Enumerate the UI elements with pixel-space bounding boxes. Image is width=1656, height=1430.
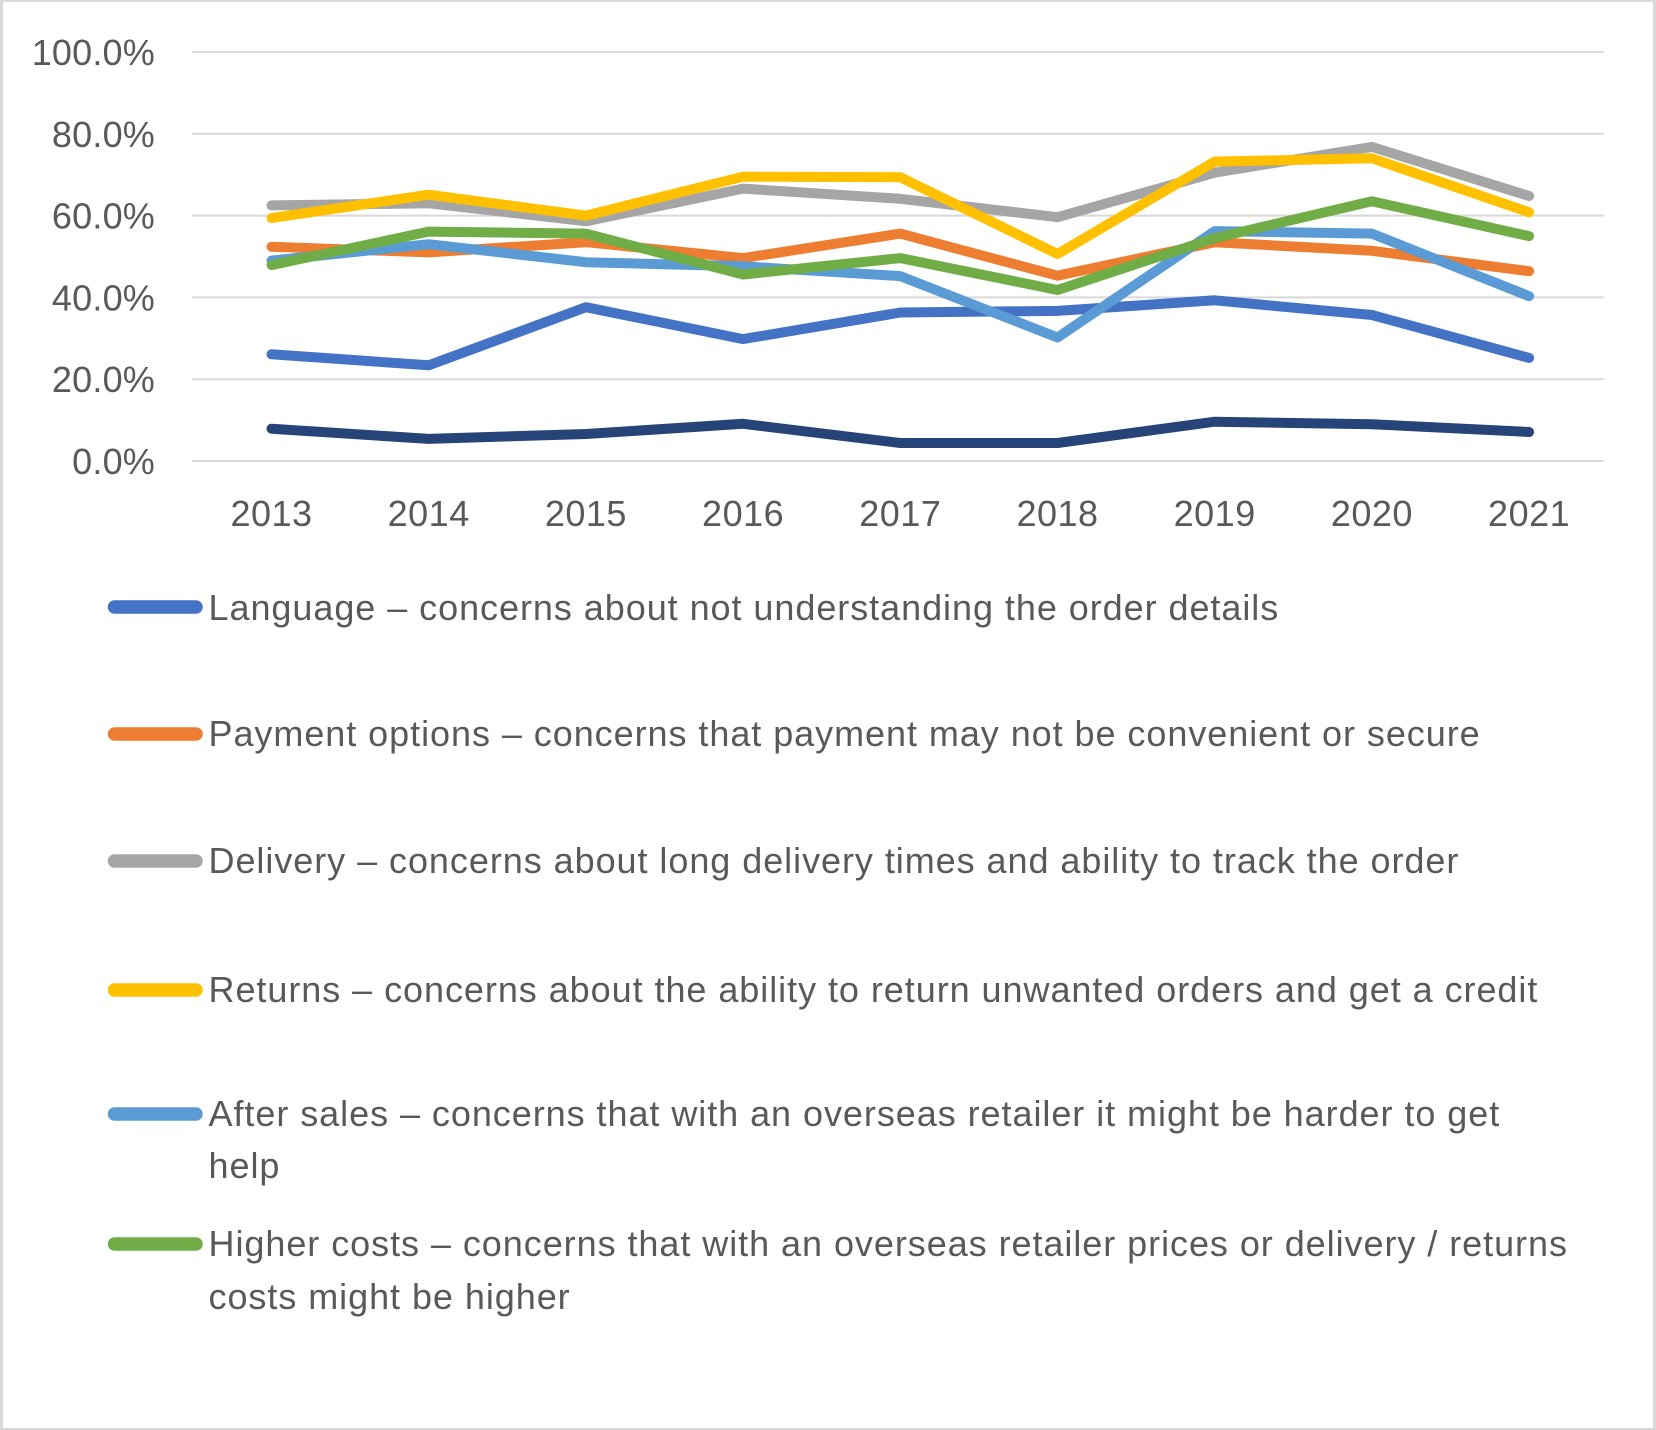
svg-text:2021: 2021 — [1488, 493, 1570, 534]
svg-text:2014: 2014 — [388, 493, 470, 534]
svg-text:Language – concerns about not: Language – concerns about not understand… — [209, 587, 1280, 628]
svg-text:2017: 2017 — [859, 493, 941, 534]
svg-text:80.0%: 80.0% — [52, 114, 155, 155]
svg-text:Higher costs – concerns that w: Higher costs – concerns that with an ove… — [209, 1223, 1568, 1264]
svg-text:40.0%: 40.0% — [52, 277, 155, 318]
svg-text:2020: 2020 — [1331, 493, 1413, 534]
svg-text:Payment options – concerns tha: Payment options – concerns that payment … — [209, 713, 1481, 754]
svg-text:20.0%: 20.0% — [52, 359, 155, 400]
svg-text:2019: 2019 — [1174, 493, 1256, 534]
svg-text:2018: 2018 — [1016, 493, 1098, 534]
svg-text:costs might be higher: costs might be higher — [209, 1276, 571, 1317]
svg-text:2015: 2015 — [545, 493, 627, 534]
svg-text:100.0%: 100.0% — [32, 32, 155, 73]
svg-text:Returns – concerns about the a: Returns – concerns about the ability to … — [209, 969, 1539, 1010]
svg-text:After sales – concerns that wi: After sales – concerns that with an over… — [209, 1093, 1501, 1134]
svg-text:2016: 2016 — [702, 493, 784, 534]
svg-text:help: help — [209, 1145, 281, 1186]
svg-text:2013: 2013 — [230, 493, 312, 534]
svg-text:60.0%: 60.0% — [52, 196, 155, 237]
svg-text:Delivery – concerns about long: Delivery – concerns about long delivery … — [209, 840, 1460, 881]
svg-text:0.0%: 0.0% — [72, 441, 155, 482]
